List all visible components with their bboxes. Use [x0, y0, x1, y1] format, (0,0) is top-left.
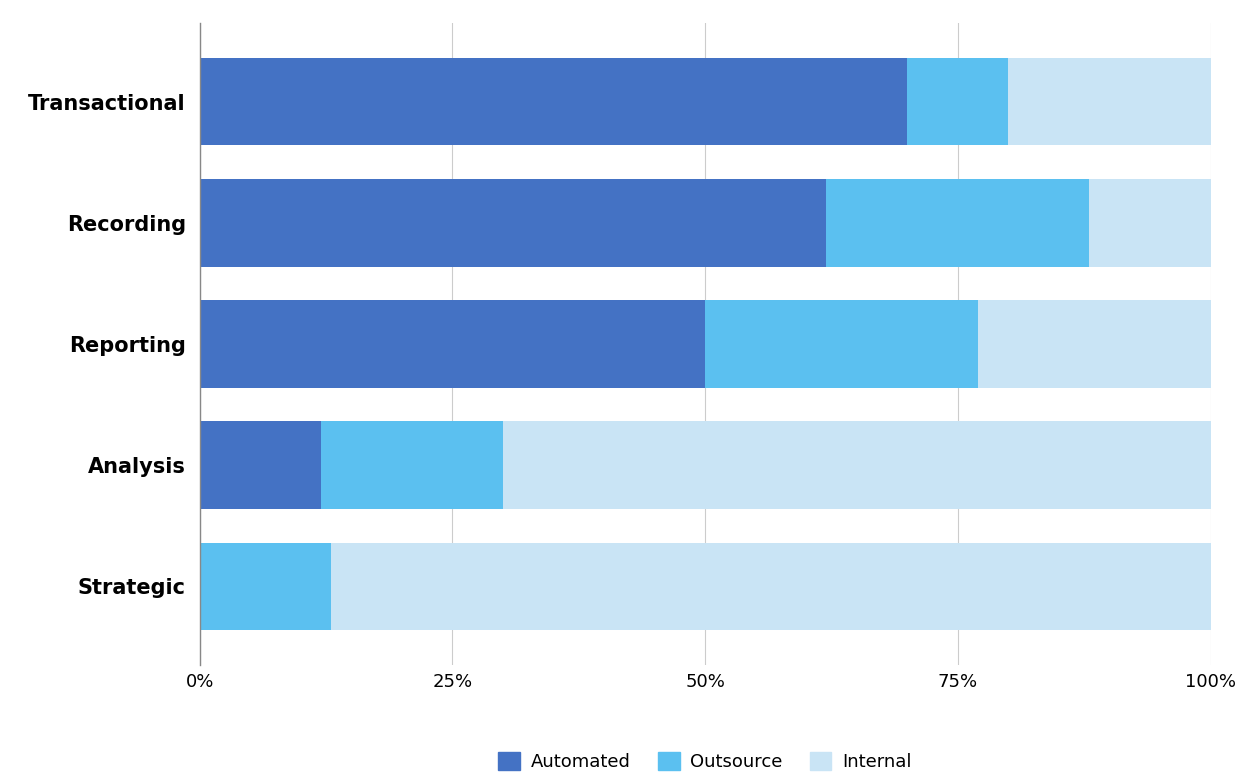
Legend: Automated, Outsource, Internal: Automated, Outsource, Internal [492, 744, 919, 773]
Bar [826, 179, 1090, 267]
Bar [331, 543, 1211, 630]
Bar [907, 58, 1008, 145]
Bar [200, 421, 321, 509]
Bar [200, 301, 705, 387]
Bar [503, 421, 1211, 509]
Bar [200, 179, 826, 267]
Bar [978, 301, 1211, 387]
Bar [1090, 179, 1211, 267]
Bar [200, 58, 907, 145]
Bar [705, 301, 978, 387]
Bar [200, 543, 331, 630]
Bar [1008, 58, 1211, 145]
Bar [321, 421, 503, 509]
